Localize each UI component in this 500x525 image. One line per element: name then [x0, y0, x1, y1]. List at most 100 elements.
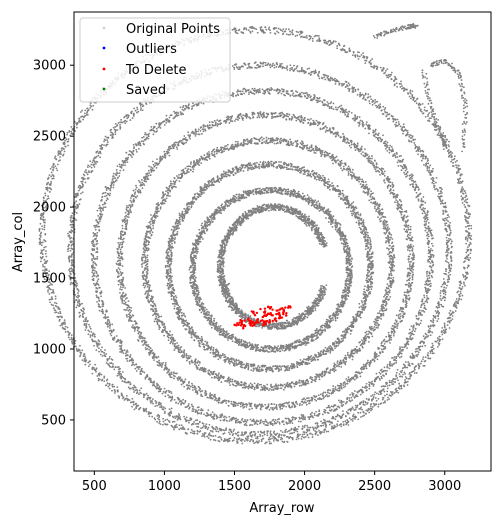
data-point-original	[212, 435, 215, 438]
data-point-original	[174, 417, 177, 420]
data-point-original	[368, 102, 371, 105]
data-point-original	[57, 150, 60, 153]
data-point-original	[328, 78, 331, 81]
data-point-original	[51, 298, 54, 301]
data-point-original	[110, 183, 113, 185]
data-point-original	[155, 127, 158, 130]
data-point-original	[375, 403, 378, 405]
data-point-original	[77, 292, 79, 294]
data-point-original	[47, 195, 49, 198]
data-point-original	[55, 158, 58, 161]
data-point-original	[112, 365, 115, 368]
data-point-original	[267, 430, 270, 433]
data-point-original	[273, 430, 276, 433]
data-point-original	[278, 422, 281, 425]
data-point-original	[375, 132, 377, 135]
data-point-original	[306, 68, 309, 70]
data-point-original	[131, 156, 133, 159]
data-point-original	[125, 114, 128, 117]
data-point-original	[315, 431, 318, 434]
data-point-original	[45, 268, 48, 270]
data-point-original	[251, 30, 254, 33]
data-point-original	[104, 384, 107, 387]
data-point-original	[42, 264, 44, 266]
data-point-original	[448, 216, 450, 218]
data-point-original	[192, 430, 195, 433]
data-point-original	[445, 147, 448, 150]
data-point-original	[43, 226, 46, 229]
data-point-original	[282, 90, 285, 93]
data-point-original	[297, 425, 300, 428]
data-point-original	[386, 387, 389, 390]
data-point-original	[432, 319, 435, 322]
data-point-original	[75, 122, 77, 125]
data-point-original	[218, 440, 221, 443]
data-point-original	[341, 400, 344, 403]
data-point-original	[207, 409, 210, 412]
data-point-original	[81, 115, 84, 118]
data-point-original	[442, 296, 445, 299]
data-point-original	[130, 359, 133, 362]
data-point-original	[448, 239, 450, 242]
data-point-original	[165, 390, 167, 393]
data-point-original	[68, 260, 71, 263]
data-point-original	[466, 222, 469, 224]
data-point-original	[386, 399, 389, 401]
data-point-original	[468, 215, 471, 218]
data-point-original	[328, 105, 331, 108]
data-point-original	[410, 374, 413, 377]
data-point-original	[95, 151, 98, 154]
data-point-original	[54, 165, 57, 168]
data-point-original	[180, 424, 183, 427]
data-point-original	[354, 54, 357, 57]
data-point-original	[111, 137, 114, 139]
data-point-original	[42, 216, 45, 218]
data-point-original	[365, 382, 368, 385]
data-point-original	[112, 184, 115, 186]
data-point-original	[43, 262, 46, 265]
data-point-original	[464, 257, 466, 260]
data-point-original	[158, 422, 161, 425]
data-point-original	[167, 120, 170, 123]
data-point-original	[45, 208, 48, 211]
data-point-original	[45, 278, 48, 281]
data-point-original	[449, 231, 452, 234]
data-point-original	[247, 439, 249, 442]
data-point-original	[145, 133, 148, 136]
data-point-original	[405, 176, 407, 178]
data-point-original	[442, 212, 445, 215]
data-point-original	[96, 280, 99, 282]
data-point-original	[42, 199, 45, 202]
data-point-original	[385, 74, 388, 77]
data-point-original	[43, 239, 45, 241]
data-point-original	[394, 125, 397, 128]
data-point-original	[368, 100, 371, 102]
data-point-original	[410, 371, 413, 374]
data-point-original	[91, 334, 94, 337]
data-point-original	[409, 183, 412, 186]
data-point-original	[466, 198, 469, 200]
data-point-original	[272, 27, 275, 30]
data-point-original	[320, 76, 323, 79]
data-point-original	[244, 88, 247, 91]
data-point-original	[414, 147, 417, 150]
data-point-original	[398, 123, 401, 126]
data-point-original	[249, 440, 251, 443]
data-point-original	[426, 169, 429, 172]
data-point-original	[92, 159, 95, 162]
data-point-original	[167, 394, 170, 396]
data-point-original	[377, 132, 380, 135]
data-point-original	[39, 256, 42, 259]
data-point-original	[260, 438, 263, 441]
data-point-original	[264, 26, 267, 29]
data-point-original	[81, 191, 84, 194]
data-point-original	[106, 359, 109, 362]
data-point-original	[77, 189, 80, 192]
data-point-original	[380, 375, 383, 378]
data-point-original	[182, 109, 185, 112]
data-point-original	[184, 399, 187, 402]
data-point-original	[273, 89, 276, 92]
data-point-original	[78, 117, 80, 120]
data-point-original	[410, 179, 413, 182]
data-point-original	[386, 365, 389, 368]
